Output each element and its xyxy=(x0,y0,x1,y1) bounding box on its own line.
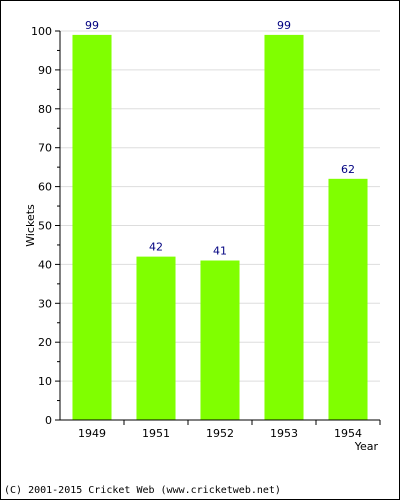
grid-lines xyxy=(60,30,380,382)
data-label-1951: 42 xyxy=(149,241,163,254)
y-axis-label: Wickets xyxy=(24,204,37,247)
y-tick-label: 50 xyxy=(38,220,52,233)
bars xyxy=(72,34,368,420)
y-tick-label: 80 xyxy=(38,103,52,116)
data-label-1952: 41 xyxy=(213,245,227,258)
data-label-1953: 99 xyxy=(277,19,291,32)
x-tick-label-1954: 1954 xyxy=(334,427,362,440)
y-tick-label: 70 xyxy=(38,142,52,155)
data-label-1954: 62 xyxy=(341,163,355,176)
x-tick-label-1953: 1953 xyxy=(270,427,298,440)
y-tick-label: 0 xyxy=(45,414,52,427)
x-tick-label-1952: 1952 xyxy=(206,427,234,440)
data-label-1949: 99 xyxy=(85,19,99,32)
y-tick-label: 30 xyxy=(38,297,52,310)
y-tick-label: 60 xyxy=(38,181,52,194)
copyright-footer: (C) 2001-2015 Cricket Web (www.cricketwe… xyxy=(4,485,281,496)
labels: 99 42 41 99 62 xyxy=(85,19,355,258)
bar-1953 xyxy=(264,34,304,420)
bar-1952 xyxy=(200,260,240,420)
bar-1954 xyxy=(328,178,368,420)
y-tick-label: 10 xyxy=(38,375,52,388)
ticks: 0 10 20 30 40 50 60 70 80 90 100 1949 1951 1952 1953 19… xyxy=(31,25,381,440)
y-tick-label: 100 xyxy=(31,25,52,38)
y-tick-label: 40 xyxy=(38,258,52,271)
x-axis-label: Year xyxy=(354,440,379,453)
bar-1951 xyxy=(136,256,176,420)
x-tick-label-1951: 1951 xyxy=(142,427,170,440)
x-tick-label-1949: 1949 xyxy=(78,427,106,440)
y-tick-label: 90 xyxy=(38,64,52,77)
bar-1949 xyxy=(72,34,112,420)
y-tick-label: 20 xyxy=(38,336,52,349)
